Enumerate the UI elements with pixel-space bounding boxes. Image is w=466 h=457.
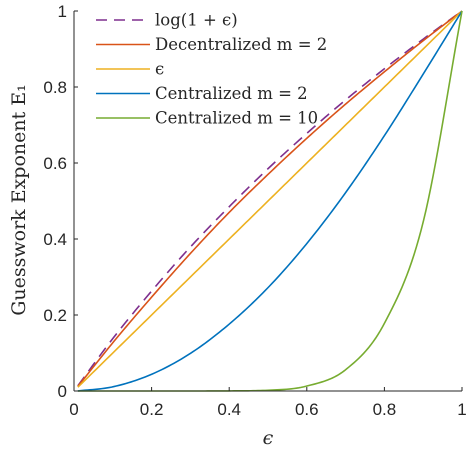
series-line-4 bbox=[77, 10, 463, 392]
legend-label: Centralized m = 2 bbox=[155, 84, 308, 103]
legend-label: Decentralized m = 2 bbox=[155, 35, 327, 54]
y-tick-label: 0.6 bbox=[43, 154, 67, 173]
legend-label: log(1 + ϵ) bbox=[155, 11, 238, 30]
x-tick-label: 0.8 bbox=[373, 400, 397, 419]
y-tick-label: 0.4 bbox=[43, 230, 67, 249]
y-axis-label: Guesswork Exponent E₁ bbox=[8, 84, 30, 316]
x-tick-label: 0.4 bbox=[217, 400, 241, 419]
legend-label: Centralized m = 10 bbox=[155, 109, 318, 128]
series-line-1 bbox=[77, 10, 463, 387]
x-tick-label: 1 bbox=[457, 400, 466, 419]
y-tick-label: 0.8 bbox=[43, 78, 67, 97]
y-tick-label: 0.2 bbox=[43, 306, 67, 325]
series-line-3 bbox=[77, 10, 463, 388]
x-tick-label: 0.2 bbox=[140, 400, 164, 419]
legend-label: ϵ bbox=[155, 60, 164, 79]
legend: log(1 + ϵ) Decentralized m = 2 ϵ Centralize… bbox=[96, 11, 327, 128]
series-line-2 bbox=[77, 10, 463, 387]
y-tick-label: 1 bbox=[58, 2, 67, 21]
x-axis-label: ϵ bbox=[263, 427, 274, 449]
axes-group: 0 0.2 0.4 0.6 0.8 1 0 0.2 0.4 0.6 0.8 1 bbox=[43, 2, 466, 419]
x-tick-label: 0.6 bbox=[295, 400, 319, 419]
y-tick-label: 0 bbox=[58, 382, 67, 401]
x-tick-label: 0 bbox=[69, 400, 78, 419]
